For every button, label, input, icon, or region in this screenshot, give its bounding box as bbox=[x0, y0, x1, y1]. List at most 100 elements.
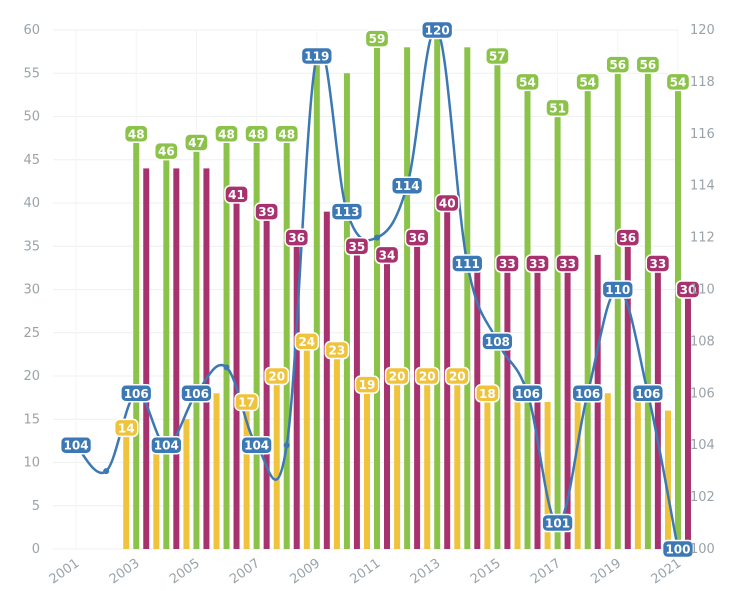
y2-tick-label: 106 bbox=[690, 386, 715, 401]
x-tick-label: 2001 bbox=[47, 556, 83, 587]
data-label: 17 bbox=[238, 395, 255, 409]
data-label: 20 bbox=[449, 370, 466, 384]
bar bbox=[684, 289, 691, 549]
x-tick-label: 2005 bbox=[167, 556, 203, 587]
data-label-box bbox=[214, 124, 239, 144]
data-label-box bbox=[515, 72, 540, 92]
data-label-box bbox=[274, 124, 300, 144]
line-point bbox=[223, 364, 230, 371]
data-label: 119 bbox=[304, 49, 329, 63]
bar bbox=[524, 81, 531, 550]
bar bbox=[584, 81, 591, 550]
bar bbox=[364, 384, 371, 549]
bar bbox=[604, 393, 611, 549]
data-label-box bbox=[631, 384, 665, 403]
data-label-box bbox=[495, 254, 520, 273]
bar bbox=[133, 133, 140, 550]
bar bbox=[333, 350, 340, 549]
x-tick-label: 2021 bbox=[649, 556, 685, 587]
bar bbox=[384, 254, 391, 549]
data-label: 104 bbox=[244, 439, 269, 453]
data-label-box bbox=[675, 280, 701, 299]
bar bbox=[414, 237, 421, 549]
y-tick-label: 40 bbox=[23, 196, 40, 211]
data-label-box bbox=[330, 202, 364, 221]
y2-tick-label: 114 bbox=[690, 179, 715, 194]
data-label: 36 bbox=[409, 231, 426, 245]
bar bbox=[253, 133, 260, 550]
data-label-box bbox=[374, 245, 400, 265]
y2-tick-label: 104 bbox=[690, 438, 715, 453]
y2-tick-label: 118 bbox=[690, 75, 715, 90]
line-point bbox=[283, 442, 290, 449]
data-label-box bbox=[324, 340, 350, 360]
data-label: 101 bbox=[545, 517, 570, 531]
bar bbox=[574, 401, 581, 549]
data-label: 106 bbox=[184, 387, 209, 401]
bar bbox=[564, 263, 571, 549]
bar bbox=[454, 376, 461, 549]
y-tick-label: 60 bbox=[23, 23, 40, 38]
bar bbox=[153, 445, 160, 549]
x-tick-label: 2013 bbox=[408, 556, 444, 587]
data-label-box bbox=[414, 366, 440, 386]
data-label-box bbox=[254, 202, 279, 221]
data-label: 108 bbox=[485, 335, 510, 349]
bar bbox=[614, 64, 621, 549]
bar bbox=[514, 401, 521, 549]
data-label: 33 bbox=[650, 257, 667, 271]
data-label-box bbox=[184, 133, 209, 152]
y-tick-label: 45 bbox=[23, 153, 40, 168]
x-tick-label: 2009 bbox=[287, 556, 323, 587]
data-label: 48 bbox=[218, 127, 235, 141]
data-label: 35 bbox=[349, 240, 366, 254]
data-label: 54 bbox=[670, 75, 687, 89]
data-label: 18 bbox=[479, 387, 496, 401]
data-label: 33 bbox=[499, 257, 516, 271]
data-label: 30 bbox=[680, 283, 697, 297]
bar bbox=[474, 263, 481, 549]
bars bbox=[123, 30, 691, 550]
bar bbox=[213, 393, 220, 549]
bar bbox=[223, 133, 230, 550]
x-tick-label: 2011 bbox=[348, 556, 384, 587]
bar bbox=[233, 194, 240, 549]
data-label-box bbox=[635, 55, 661, 74]
data-label: 24 bbox=[298, 335, 315, 349]
data-label-box bbox=[545, 98, 570, 118]
bar bbox=[293, 237, 300, 549]
data-label-box bbox=[421, 20, 454, 40]
line-point bbox=[374, 234, 381, 241]
y-tick-label: 55 bbox=[23, 66, 40, 81]
data-label-box bbox=[384, 366, 410, 386]
data-label: 56 bbox=[640, 58, 657, 72]
y2-tick-label: 110 bbox=[690, 283, 715, 298]
data-label-box bbox=[234, 392, 259, 412]
bar bbox=[544, 401, 551, 549]
bar bbox=[374, 38, 381, 550]
data-label: 104 bbox=[154, 439, 179, 453]
data-label-box bbox=[541, 513, 574, 533]
y-tick-label: 35 bbox=[23, 239, 40, 254]
bar bbox=[504, 263, 511, 549]
data-label-box bbox=[511, 384, 544, 403]
y2-tick-label: 108 bbox=[690, 334, 715, 349]
data-label-box bbox=[615, 228, 641, 247]
y-tick-label: 15 bbox=[23, 412, 40, 427]
bar bbox=[554, 107, 561, 549]
data-label: 106 bbox=[124, 387, 149, 401]
bar bbox=[674, 81, 681, 550]
data-label: 100 bbox=[665, 543, 690, 557]
data-label: 46 bbox=[158, 145, 175, 159]
bar bbox=[424, 376, 431, 549]
data-label-box bbox=[344, 237, 370, 256]
data-label-box bbox=[153, 141, 179, 161]
data-label-box bbox=[224, 185, 249, 204]
bar bbox=[404, 47, 411, 550]
bar bbox=[313, 55, 320, 549]
x-tick-label: 2007 bbox=[227, 556, 263, 587]
y-tick-label: 20 bbox=[23, 369, 40, 384]
data-label-box bbox=[444, 366, 470, 386]
bar bbox=[494, 55, 501, 549]
